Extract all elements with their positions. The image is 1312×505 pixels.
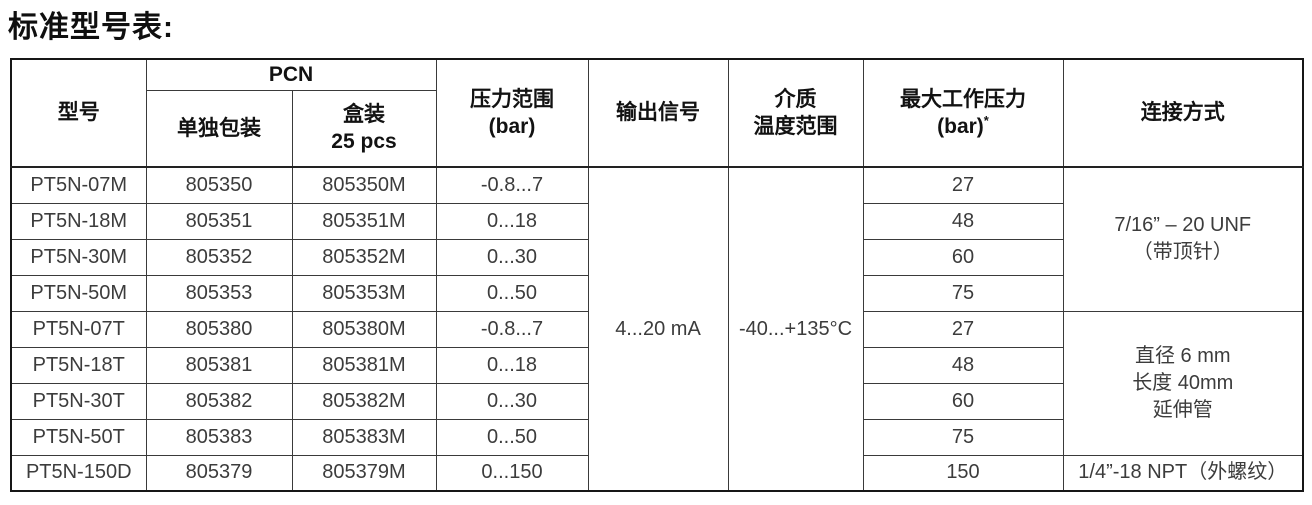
cell-media-temp-merged: -40...+135°C (727, 166, 864, 492)
cell-pcn-single: 805380 (145, 310, 293, 348)
table-row: PT5N-30T 805382 805382M 0...30 60 (10, 382, 1303, 420)
pressure-range-header-line1: 压力范围 (470, 87, 554, 111)
max-pressure-header-line2: (bar)* (866, 113, 1061, 140)
cell-pcn-single: 805350 (145, 166, 293, 204)
connection-group-1-line1: 7/16” – 20 UNF (1114, 214, 1252, 237)
standard-model-table: 型号 PCN 压力范围 (bar) 输出信号 介质 温度范围 最大工作压力 (b… (10, 58, 1304, 492)
col-header-pcn-single: 单独包装 (145, 89, 293, 168)
pressure-range-header-line2: (bar) (488, 115, 536, 138)
cell-model: PT5N-18M (10, 202, 147, 240)
cell-max-pressure: 48 (862, 346, 1064, 384)
header-row-2: 单独包装 盒装 25 pcs (11, 89, 1303, 168)
cell-pressure-range: 0...18 (435, 202, 589, 240)
cell-pressure-range: -0.8...7 (435, 310, 589, 348)
cell-connection-group-3: 1/4”-18 NPT（外螺纹） (1062, 454, 1304, 492)
cell-max-pressure: 27 (862, 310, 1064, 348)
pcn-box-header-line2: 25 pcs (331, 130, 397, 154)
connection-group-1-line2: （带顶针） (1132, 241, 1233, 264)
cell-pcn-box: 805383M (291, 418, 437, 456)
col-header-model: 型号 (10, 58, 147, 168)
cell-max-pressure: 27 (862, 166, 1064, 204)
max-pressure-asterisk: * (983, 113, 989, 128)
table-row: PT5N-07T 805380 805380M -0.8...7 27 直径 6… (10, 310, 1304, 456)
col-header-output-signal: 输出信号 (587, 58, 729, 168)
cell-model: PT5N-30T (10, 382, 147, 420)
table-row: PT5N-150D 805379 805379M 0...150 150 1/4… (10, 454, 1304, 492)
cell-pcn-box: 805351M (291, 202, 437, 240)
cell-pressure-range: -0.8...7 (435, 166, 589, 204)
col-header-pcn-group: PCN (145, 58, 437, 91)
col-header-connection: 连接方式 (1062, 58, 1304, 168)
cell-pcn-single: 805382 (145, 382, 293, 420)
connection-group-2-line2: 长度 40mm (1132, 371, 1234, 394)
table-row: PT5N-07M 805350 805350M -0.8...7 4...20 … (10, 166, 1304, 492)
cell-model: PT5N-50T (10, 418, 147, 456)
cell-model: PT5N-18T (10, 346, 147, 384)
cell-pcn-box: 805379M (291, 454, 437, 492)
connection-group-2-line1: 直径 6 mm (1134, 344, 1231, 367)
cell-pressure-range: 0...50 (435, 274, 589, 312)
pcn-box-header-line1: 盒装 (343, 102, 385, 126)
media-temp-header-line2: 温度范围 (753, 115, 838, 138)
cell-connection-group-1: 7/16” – 20 UNF （带顶针） (1062, 166, 1304, 312)
col-header-max-pressure: 最大工作压力 (bar)* (862, 58, 1064, 168)
connection-group-2-line3: 延伸管 (1152, 398, 1213, 421)
table-row: PT5N-50T 805383 805383M 0...50 75 (10, 418, 1303, 456)
cell-max-pressure: 60 (862, 238, 1064, 276)
cell-pcn-single: 805381 (145, 346, 293, 384)
cell-model: PT5N-50M (10, 274, 147, 312)
cell-model: PT5N-07T (10, 310, 147, 348)
cell-pressure-range: 0...30 (435, 238, 589, 276)
cell-pcn-box: 805350M (291, 166, 437, 204)
table-row: PT5N-18M 805351 805351M 0...18 48 (10, 202, 1303, 240)
table-body: PT5N-07M 805350 805350M -0.8...7 4...20 … (10, 166, 1304, 492)
media-temp-header-line1: 介质 (774, 87, 817, 111)
cell-model: PT5N-07M (10, 166, 147, 204)
cell-max-pressure: 75 (862, 274, 1064, 312)
cell-max-pressure: 75 (862, 418, 1064, 456)
cell-pcn-box: 805382M (291, 382, 437, 420)
cell-max-pressure: 48 (862, 202, 1064, 240)
cell-pcn-single: 805353 (145, 274, 293, 312)
col-header-pressure-range: 压力范围 (bar) (435, 58, 589, 168)
cell-pressure-range: 0...50 (435, 418, 589, 456)
cell-pressure-range: 0...150 (435, 454, 589, 492)
cell-connection-group-2: 直径 6 mm 长度 40mm 延伸管 (1062, 310, 1304, 456)
table-row: PT5N-18T 805381 805381M 0...18 48 (10, 346, 1303, 384)
page-title: 标准型号表: (8, 11, 174, 44)
cell-pressure-range: 0...30 (435, 382, 589, 420)
col-header-media-temp: 介质 温度范围 (727, 58, 864, 168)
cell-max-pressure: 150 (862, 454, 1064, 492)
table-header: 型号 PCN 压力范围 (bar) 输出信号 介质 温度范围 最大工作压力 (b… (10, 58, 1304, 168)
cell-pcn-single: 805351 (145, 202, 293, 240)
cell-pcn-box: 805380M (291, 310, 437, 348)
cell-pcn-single: 805379 (145, 454, 293, 492)
cell-pcn-single: 805383 (145, 418, 293, 456)
connection-group-3-line1: 1/4”-18 NPT（外螺纹） (1078, 461, 1288, 484)
cell-pcn-box: 805352M (291, 238, 437, 276)
cell-output-signal-merged: 4...20 mA (587, 166, 729, 492)
cell-pcn-single: 805352 (145, 238, 293, 276)
col-header-pcn-box: 盒装 25 pcs (291, 89, 437, 168)
header-row-1: 型号 PCN 压力范围 (bar) 输出信号 介质 温度范围 最大工作压力 (b… (10, 58, 1304, 168)
max-pressure-header-line1: 最大工作压力 (900, 87, 1026, 111)
cell-pressure-range: 0...18 (435, 346, 589, 384)
cell-pcn-box: 805353M (291, 274, 437, 312)
cell-max-pressure: 60 (862, 382, 1064, 420)
cell-pcn-box: 805381M (291, 346, 437, 384)
cell-model: PT5N-30M (10, 238, 147, 276)
cell-model: PT5N-150D (10, 454, 147, 492)
max-pressure-header-bar: (bar) (937, 115, 984, 138)
